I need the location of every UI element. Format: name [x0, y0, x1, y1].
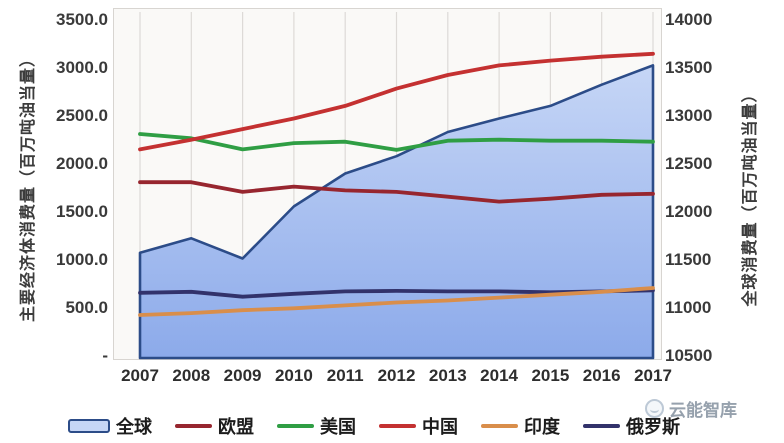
- legend-item-global: 全球: [68, 413, 152, 439]
- x-axis-label: 2013: [428, 366, 467, 385]
- series-line-usa: [138, 132, 655, 152]
- series-line-eu: [138, 180, 655, 204]
- right-tick-label: 11000: [665, 298, 712, 317]
- legend-label: 全球: [116, 417, 152, 437]
- legend-label: 欧盟: [218, 417, 254, 437]
- legend-swatch-line: [175, 424, 212, 428]
- x-axis-label: 2011: [326, 366, 364, 385]
- right-tick-label: 13500: [665, 58, 713, 77]
- legend-label: 俄罗斯: [626, 417, 680, 437]
- x-axis-label: 2007: [121, 366, 159, 385]
- right-tick-label: 12000: [665, 202, 713, 221]
- legend-swatch-line: [379, 424, 416, 428]
- x-axis-label: 2017: [634, 366, 672, 385]
- x-axis-label: 2015: [531, 366, 570, 385]
- left-tick-label: 2000.0: [56, 154, 108, 173]
- x-axis-label: 2016: [582, 366, 621, 385]
- right-tick-label: 12500: [665, 154, 713, 173]
- left-tick-label: 1500.0: [56, 202, 108, 221]
- legend-swatch-line: [277, 424, 314, 428]
- series-line-china: [138, 51, 655, 152]
- right-axis-title: 全球消费量（百万吨油当量）: [742, 85, 759, 307]
- legend-label: 印度: [524, 417, 560, 437]
- watermark: 云能智库: [645, 396, 737, 421]
- legend: 全球 欧盟 美国 中国 印度 俄罗斯: [68, 413, 680, 439]
- series-line-india: [138, 286, 655, 317]
- legend-swatch-line: [583, 424, 620, 428]
- x-axis-label: 2008: [172, 366, 211, 385]
- legend-swatch-line: [481, 424, 518, 428]
- legend-item-usa: 美国: [277, 413, 356, 439]
- plot-area: [113, 8, 662, 360]
- legend-item-china: 中国: [379, 413, 458, 439]
- legend-item-russia: 俄罗斯: [583, 413, 680, 439]
- watermark-text: 云能智库: [669, 401, 737, 420]
- x-axis-label: 2009: [223, 366, 262, 385]
- legend-label: 中国: [422, 417, 458, 437]
- left-tick-label: 3000.0: [56, 58, 108, 77]
- left-tick-label: 3500.0: [56, 10, 108, 29]
- left-tick-label: 2500.0: [56, 106, 108, 125]
- left-tick-label: 1000.0: [56, 250, 108, 269]
- x-axis-label: 2012: [377, 366, 416, 385]
- left-tick-label: -: [102, 346, 108, 365]
- legend-swatch-area: [68, 419, 110, 433]
- right-tick-label: 10500: [665, 346, 713, 365]
- right-tick-label: 11500: [665, 250, 712, 269]
- x-axis-label: 2014: [480, 366, 518, 385]
- left-tick-label: 500.0: [65, 298, 108, 317]
- watermark-logo-icon: [645, 399, 664, 418]
- right-tick-label: 13000: [665, 106, 713, 125]
- right-tick-label: 14000: [665, 10, 713, 29]
- legend-item-india: 印度: [481, 413, 560, 439]
- x-axis-label: 2010: [274, 366, 313, 385]
- left-axis-title: 主要经济体消费量（百万吨油当量）: [20, 49, 37, 323]
- legend-label: 美国: [320, 417, 356, 437]
- legend-item-eu: 欧盟: [175, 413, 254, 439]
